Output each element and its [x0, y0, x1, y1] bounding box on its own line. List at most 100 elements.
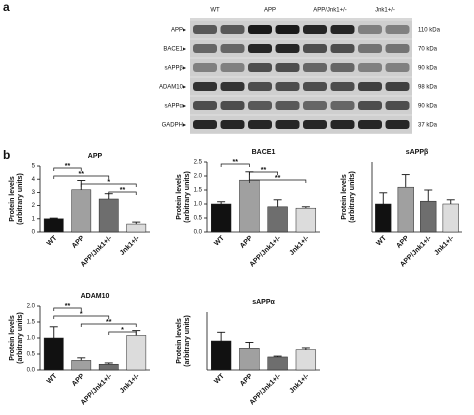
bar: [239, 179, 260, 233]
significance-label: **: [106, 319, 112, 326]
blot-band: [330, 82, 355, 91]
blot-row-label: GADPH▸: [162, 123, 186, 129]
error-bar: [446, 199, 455, 204]
significance-label: *: [107, 179, 110, 186]
y-tick-label: 2: [32, 203, 36, 209]
error-bar: [401, 174, 410, 188]
chart-title: sAPPα: [252, 299, 275, 306]
blot-band: [193, 63, 217, 72]
bar: [43, 218, 64, 233]
significance-bracket: [249, 179, 307, 183]
y-tick-label: 0.5: [27, 352, 36, 358]
blot-band: [248, 63, 272, 72]
blot-band: [275, 44, 300, 53]
significance-bracket: [108, 191, 137, 195]
bar: [126, 223, 147, 233]
blot-band: [385, 25, 410, 34]
blot-band: [358, 25, 382, 34]
chart-title: BACE1: [252, 149, 276, 156]
x-tick-label: APP: [239, 235, 254, 250]
error-bar: [132, 221, 141, 225]
x-tick-label: APP: [239, 373, 254, 388]
y-tick-label: 1.5: [27, 320, 36, 326]
blot-column-label: APP/Jnk1+/-: [313, 8, 347, 14]
significance-label: **: [233, 159, 239, 166]
significance-label: *: [80, 311, 83, 318]
chart-title: ADAM10: [81, 293, 110, 300]
blot-band: [193, 44, 217, 53]
error-bar: [301, 206, 310, 209]
blot-band: [220, 25, 245, 34]
blot-band: [248, 101, 272, 110]
significance-bracket: [220, 163, 250, 167]
blot-band: [330, 63, 355, 72]
blot-band: [330, 44, 355, 53]
bar: [71, 189, 92, 233]
y-axis-label: (arbitrary units): [17, 173, 24, 225]
x-tick-label: WT: [213, 372, 226, 385]
blot-size-label: 110 kDa: [418, 28, 441, 34]
y-tick-label: 0.0: [194, 230, 203, 236]
blot-size-label: 90 kDa: [418, 104, 438, 110]
blot-band: [330, 25, 355, 34]
error-bar: [49, 326, 58, 338]
blot-size-label: 37 kDa: [418, 123, 438, 129]
blot-strip: [190, 21, 412, 38]
blot-band: [248, 82, 272, 91]
blot-size-label: 70 kDa: [418, 47, 438, 53]
significance-bracket: [249, 171, 278, 175]
blot-band: [303, 25, 327, 34]
error-bar: [245, 342, 254, 349]
x-tick-label: Jnk1+/-: [119, 372, 142, 395]
y-tick-label: 2.0: [27, 304, 36, 310]
blot-band: [220, 63, 245, 72]
blot-size-label: 90 kDa: [418, 66, 438, 72]
significance-label: **: [79, 171, 85, 178]
error-bar: [424, 189, 433, 202]
blot-band: [330, 101, 355, 110]
x-tick-label: WT: [46, 234, 59, 247]
error-bar: [49, 217, 58, 219]
blot-band: [385, 44, 410, 53]
significance-label: *: [121, 327, 124, 334]
y-tick-label: 3: [32, 190, 36, 196]
bar: [442, 203, 459, 233]
blot-band: [220, 101, 245, 110]
blot-band: [358, 63, 382, 72]
y-axis-label: (arbitrary units): [184, 315, 191, 367]
blot-size-label: 98 kDa: [418, 85, 438, 91]
x-tick-label: Jnk1+/-: [433, 234, 456, 257]
blot-column-label: Jnk1+/-: [375, 8, 395, 14]
blot-band: [220, 82, 245, 91]
error-bar: [273, 199, 282, 207]
significance-bracket: [108, 331, 137, 335]
error-bar: [217, 331, 226, 341]
significance-bracket: [53, 315, 110, 319]
blot-band: [248, 25, 272, 34]
bar: [295, 207, 317, 233]
bar: [98, 363, 119, 371]
blot-band: [275, 63, 300, 72]
bar: [210, 203, 232, 233]
bar: [267, 356, 288, 371]
blot-band: [220, 44, 245, 53]
blot-band: [385, 63, 410, 72]
blot-band: [193, 101, 217, 110]
bar: [43, 337, 64, 371]
blot-band: [303, 44, 327, 53]
bar: [375, 203, 392, 233]
error-bar: [77, 357, 86, 361]
y-axis-label: Protein levels: [176, 318, 183, 364]
blot-band: [385, 120, 410, 129]
blot-strip: [190, 40, 412, 57]
chart-title: sAPPβ: [406, 149, 429, 156]
x-tick-label: Jnk1+/-: [288, 234, 311, 257]
blot-band: [275, 120, 300, 129]
significance-label: **: [65, 303, 71, 310]
blot-band: [385, 82, 410, 91]
chart-title: APP: [88, 153, 103, 160]
significance-label: **: [120, 187, 126, 194]
y-axis-label: (arbitrary units): [184, 171, 191, 223]
x-tick-label: WT: [213, 234, 226, 247]
